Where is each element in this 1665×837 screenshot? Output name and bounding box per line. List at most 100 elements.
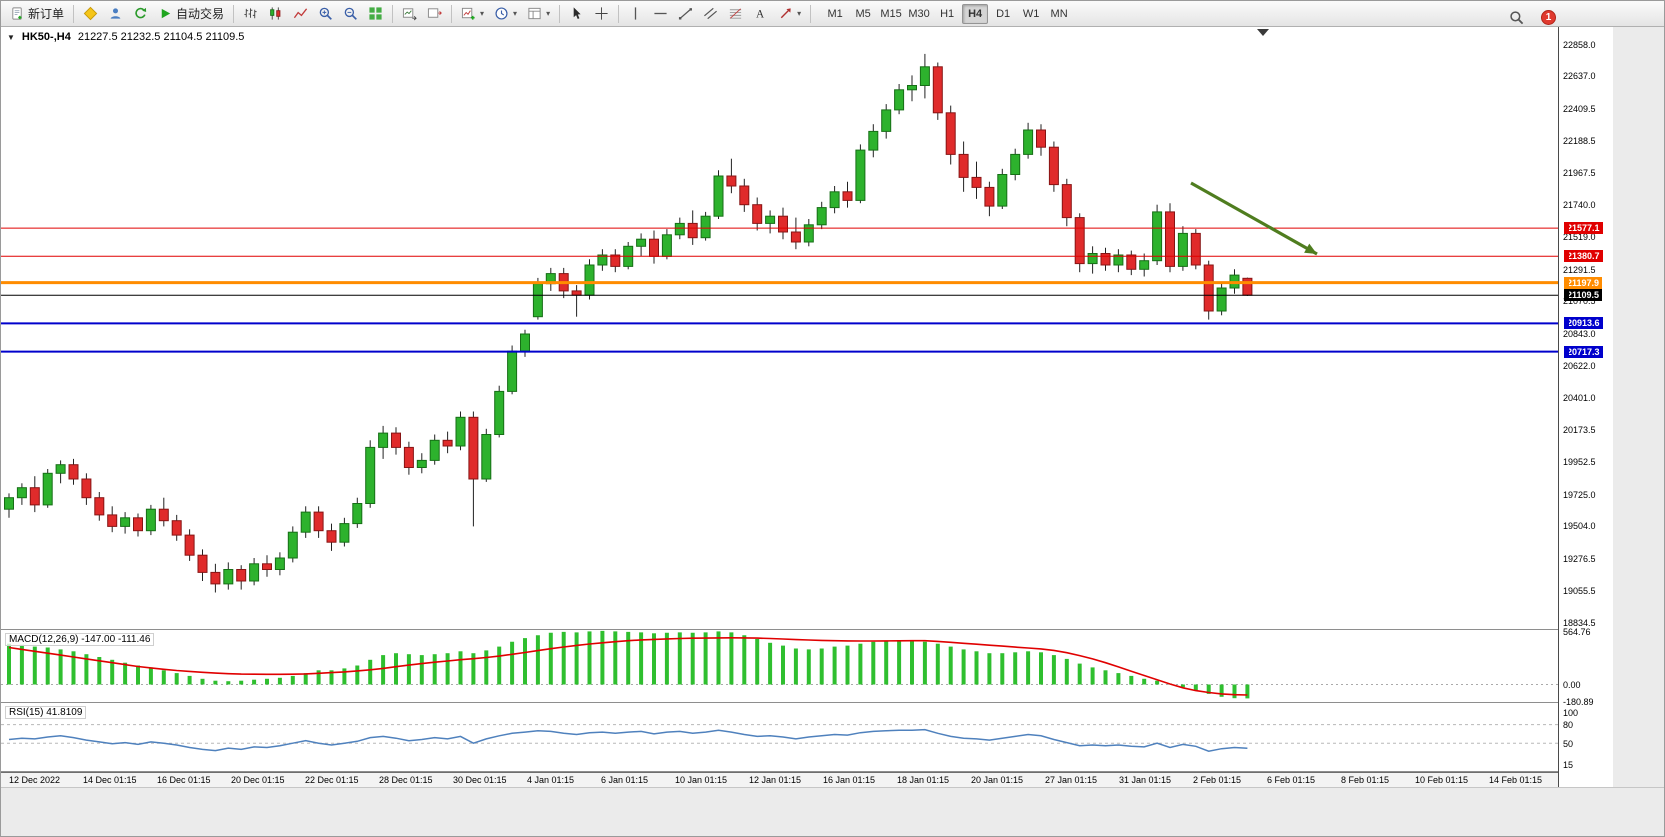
notification-badge[interactable]: 1 (1541, 9, 1556, 25)
candle-body (713, 175, 724, 217)
candle-body (274, 557, 285, 570)
candle-body (29, 487, 40, 506)
ohlc-values-label: 21227.5 21232.5 21104.5 21109.5 (77, 31, 245, 43)
timeframe-mn-button[interactable]: MN (1050, 7, 1068, 20)
candle-body (520, 333, 530, 352)
candle-body (700, 215, 711, 239)
time-tick-label: 16 Jan 01:15 (823, 775, 876, 785)
candle-body (532, 283, 543, 318)
bar-chart-button[interactable] (238, 3, 263, 25)
rsi-svg[interactable] (1, 703, 1558, 771)
trend-arrow-line[interactable] (1190, 181, 1318, 256)
chevron-down-icon[interactable]: ▾ (546, 9, 551, 18)
timeframe-w1-button[interactable]: W1 (1022, 7, 1040, 20)
new-order-button[interactable]: 新订单 (5, 3, 69, 25)
auto-scroll-button[interactable] (397, 3, 422, 25)
cursor-button[interactable] (564, 3, 589, 25)
horizontal-line-button[interactable] (648, 3, 673, 25)
macd-label: MACD(12,26,9) -147.00 -111.46 (5, 633, 155, 646)
price-tick-label: 20401.0 (1563, 392, 1596, 403)
tile-windows-icon (369, 7, 382, 20)
timeframe-h1-button[interactable]: H1 (940, 7, 955, 20)
new-order-button-label: 新订单 (28, 7, 65, 21)
chart-shift-button[interactable] (422, 3, 447, 25)
toolbar-buttons: 新订单 自动交易 ▾ ▾ ▾ A ▾ (5, 3, 815, 25)
candle-body (868, 130, 879, 151)
time-tick-label: 20 Jan 01:15 (971, 775, 1024, 785)
candle-body (816, 207, 827, 226)
timeframe-m30-button[interactable]: M30 (908, 7, 930, 20)
price-tag: 21380.7 (1564, 250, 1603, 263)
arrows-button[interactable]: ▾ (773, 3, 806, 25)
cursor-icon (573, 7, 581, 19)
timeframe-m5-button[interactable]: M5 (855, 7, 871, 20)
candle-body (971, 176, 982, 188)
line-chart-button[interactable] (288, 3, 313, 25)
text-button[interactable]: A (748, 3, 773, 25)
candle-body (42, 472, 53, 506)
chevron-down-icon[interactable]: ▾ (797, 9, 802, 18)
candle-body (262, 563, 272, 570)
price-tick-label: 20843.0 (1563, 329, 1596, 339)
chart-shift-marker-icon[interactable] (1257, 29, 1269, 36)
fibonacci-button[interactable] (723, 3, 748, 25)
vertical-line-button[interactable] (623, 3, 648, 25)
tile-windows-button[interactable] (363, 3, 388, 25)
trend-arrow-head[interactable] (1304, 243, 1317, 254)
zoom-out-button[interactable] (338, 3, 363, 25)
main-chart-svg[interactable] (1, 27, 1558, 629)
collapse-icon[interactable]: ▼ (7, 33, 15, 42)
price-tick-label: 19725.0 (1563, 489, 1596, 500)
time-axis[interactable]: 12 Dec 2022 14 Dec 01:15 16 Dec 01:15 20 De… (1, 772, 1558, 787)
candle-body (636, 238, 647, 247)
candle-body (1126, 254, 1137, 270)
candlestick-chart-button[interactable] (263, 3, 288, 25)
time-tick-label: 10 Feb 01:15 (1415, 775, 1469, 785)
play-icon (161, 8, 171, 19)
candle-body (468, 416, 479, 480)
timeframe-m15-button[interactable]: M15 (880, 7, 902, 20)
zoom-in-button[interactable] (313, 3, 338, 25)
search-icon (1510, 10, 1524, 24)
templates-button[interactable]: ▾ (522, 3, 555, 25)
candle-body (210, 571, 221, 585)
macd-svg[interactable] (1, 630, 1558, 702)
timeframe-h4-button[interactable]: H4 (962, 3, 989, 24)
candle-body (300, 511, 311, 533)
candle-body (313, 511, 324, 532)
new-chart-button[interactable]: ▾ (456, 3, 489, 25)
rsi-line (8, 728, 1248, 752)
zoom-in-icon (319, 7, 332, 20)
price-axis[interactable]: 22858.0 22637.0 22409.5 22188.5 21967.5 21740… (1558, 27, 1613, 787)
candle-body (1036, 129, 1046, 148)
channel-button[interactable] (698, 3, 723, 25)
toolbar-separator (73, 4, 75, 23)
candle-body (120, 517, 131, 527)
accounts-icon-button[interactable] (103, 3, 128, 25)
candle-body (68, 464, 79, 480)
periods-button[interactable]: ▾ (489, 3, 522, 25)
crosshair-button[interactable] (589, 3, 614, 25)
timeframe-d1-button[interactable]: D1 (996, 7, 1011, 20)
search-button[interactable] (1504, 6, 1529, 28)
candle-body (661, 234, 672, 257)
price-tick-label: 19952.5 (1563, 456, 1596, 467)
panel-divider[interactable] (1, 629, 1613, 630)
price-tick-label: 21967.5 (1563, 167, 1596, 178)
profiles-icon (83, 6, 98, 21)
candle-body (1216, 287, 1227, 312)
candle-body (1203, 264, 1214, 312)
price-tick-label: 21740.0 (1563, 200, 1596, 211)
chevron-down-icon[interactable]: ▾ (513, 9, 518, 18)
candle-body (945, 112, 956, 155)
timeframe-m1-button[interactable]: M1 (827, 7, 843, 20)
profiles-icon-button[interactable] (78, 3, 103, 25)
autotrading-button[interactable]: 自动交易 (153, 3, 229, 25)
trendline-button[interactable] (673, 3, 698, 25)
macd-tick-label: 564.76 (1563, 626, 1591, 637)
refresh-icon-button[interactable] (128, 3, 153, 25)
toolbar-separator (810, 4, 812, 23)
chevron-down-icon[interactable]: ▾ (480, 9, 485, 18)
price-tick-label: 19276.5 (1563, 554, 1596, 564)
panel-divider[interactable] (1, 702, 1613, 703)
